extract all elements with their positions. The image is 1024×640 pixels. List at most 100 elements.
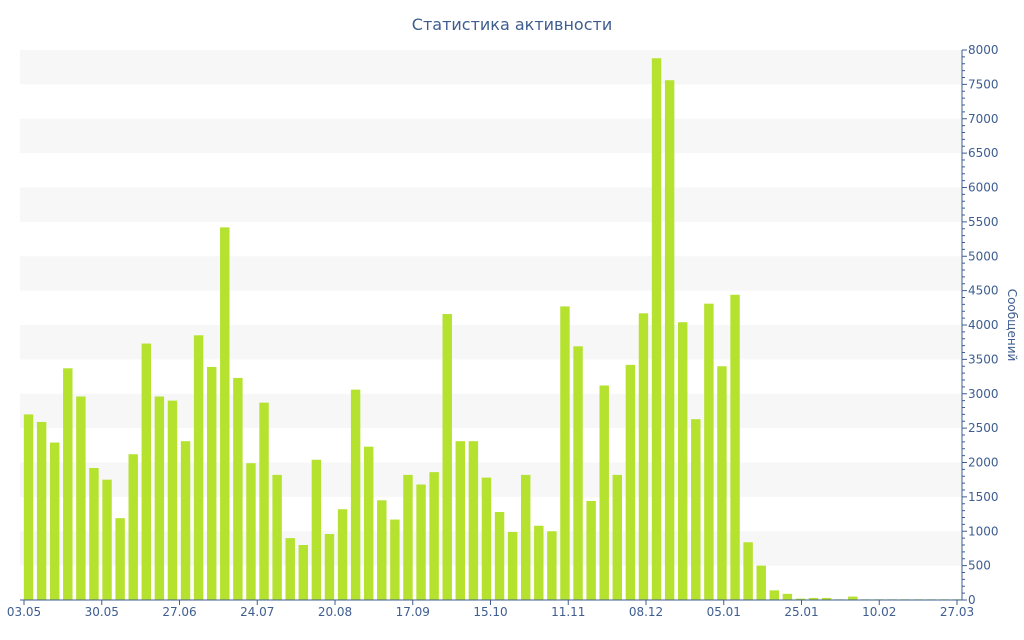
x-tick-label: 11.11 bbox=[551, 605, 585, 619]
bar bbox=[808, 597, 819, 600]
x-tick-label: 27.03 bbox=[940, 605, 974, 619]
bar bbox=[494, 512, 505, 600]
bar bbox=[220, 227, 230, 600]
bar bbox=[337, 509, 348, 600]
y-tick-label: 7500 bbox=[968, 77, 999, 91]
bar bbox=[534, 525, 544, 600]
bar bbox=[36, 421, 47, 600]
bar bbox=[298, 545, 309, 600]
bar-series bbox=[23, 58, 963, 600]
y-tick-label: 2500 bbox=[968, 421, 999, 435]
bar bbox=[547, 531, 557, 600]
bar bbox=[167, 400, 178, 600]
bar bbox=[429, 472, 439, 600]
bar bbox=[193, 335, 204, 600]
bar bbox=[455, 441, 466, 600]
bar bbox=[416, 484, 426, 600]
bar bbox=[468, 441, 479, 600]
bar bbox=[625, 364, 636, 600]
bar bbox=[769, 590, 780, 600]
bar bbox=[49, 442, 60, 600]
bar bbox=[403, 474, 413, 600]
bar bbox=[390, 519, 400, 600]
y-tick-label: 5000 bbox=[968, 249, 999, 263]
bar bbox=[363, 446, 374, 600]
y-tick-label: 3500 bbox=[968, 352, 999, 366]
y-tick-label: 500 bbox=[968, 559, 991, 573]
bar bbox=[102, 479, 112, 600]
bar bbox=[599, 385, 609, 600]
bar bbox=[63, 368, 73, 600]
bar bbox=[481, 477, 492, 600]
bar bbox=[154, 396, 165, 600]
x-tick-label: 15.10 bbox=[473, 605, 507, 619]
bar bbox=[651, 58, 662, 600]
bar bbox=[115, 518, 125, 600]
x-tick-label: 24.07 bbox=[240, 605, 274, 619]
y-tick-label: 0 bbox=[968, 593, 976, 607]
x-tick-label: 17.09 bbox=[396, 605, 430, 619]
bar bbox=[311, 459, 322, 600]
bar bbox=[246, 463, 256, 600]
bar bbox=[612, 474, 623, 600]
bar bbox=[848, 596, 858, 600]
y-tick-label: 6000 bbox=[968, 181, 999, 195]
bar bbox=[664, 80, 675, 600]
grid-band bbox=[20, 325, 962, 360]
y-tick-label: 2000 bbox=[968, 456, 999, 470]
bar bbox=[324, 534, 335, 600]
y-tick-label: 4000 bbox=[968, 318, 999, 332]
bar bbox=[717, 366, 727, 600]
bar bbox=[795, 598, 806, 600]
y-tick-label: 3000 bbox=[968, 387, 999, 401]
y-tick-label: 6500 bbox=[968, 146, 999, 160]
bar bbox=[782, 593, 793, 600]
bar bbox=[520, 474, 531, 600]
grid-band bbox=[20, 118, 962, 154]
grid-band bbox=[20, 50, 962, 85]
bar bbox=[677, 322, 688, 600]
bar bbox=[704, 303, 714, 600]
y-tick-label: 5500 bbox=[968, 215, 999, 229]
bar bbox=[507, 531, 518, 600]
bar bbox=[638, 313, 649, 600]
y-tick-label: 1000 bbox=[968, 524, 999, 538]
x-tick-label: 10.02 bbox=[862, 605, 896, 619]
bar bbox=[691, 419, 701, 600]
y-axis-title: Сообщений bbox=[1005, 289, 1019, 362]
x-tick-label: 08.12 bbox=[629, 605, 663, 619]
x-tick-label: 20.08 bbox=[318, 605, 352, 619]
bar bbox=[89, 468, 99, 600]
x-axis: 03.05 30.05 27.06 24.07 20.08 17.09 15.10 11.11… bbox=[7, 599, 974, 619]
bar bbox=[259, 402, 269, 600]
x-tick-label: 05.01 bbox=[707, 605, 741, 619]
bar bbox=[756, 565, 766, 600]
bar bbox=[743, 542, 753, 600]
bar bbox=[821, 597, 832, 600]
bar bbox=[350, 389, 361, 600]
bar bbox=[272, 474, 282, 600]
chart-title: Статистика активности bbox=[411, 15, 613, 34]
x-tick-label: 03.05 bbox=[7, 605, 41, 619]
bar bbox=[442, 314, 452, 600]
y-tick-label: 1500 bbox=[968, 490, 999, 504]
x-tick-label: 25.01 bbox=[784, 605, 818, 619]
bar bbox=[206, 366, 217, 600]
y-axis: 0 500 1000 1500 2000 2500 3000 3500 4000 4500 5000… bbox=[961, 43, 999, 607]
bar bbox=[180, 441, 191, 600]
bar bbox=[573, 346, 583, 600]
bar bbox=[730, 294, 740, 600]
bar bbox=[23, 414, 34, 600]
y-tick-label: 8000 bbox=[968, 43, 999, 57]
x-tick-label: 30.05 bbox=[85, 605, 119, 619]
bar bbox=[377, 500, 387, 600]
y-tick-label: 4500 bbox=[968, 284, 999, 298]
bar bbox=[586, 501, 596, 600]
grid-band bbox=[20, 187, 962, 222]
bar bbox=[285, 538, 295, 600]
y-tick-label: 7000 bbox=[968, 112, 999, 126]
bar bbox=[233, 377, 243, 600]
grid-band bbox=[20, 256, 962, 291]
bar bbox=[560, 306, 570, 600]
